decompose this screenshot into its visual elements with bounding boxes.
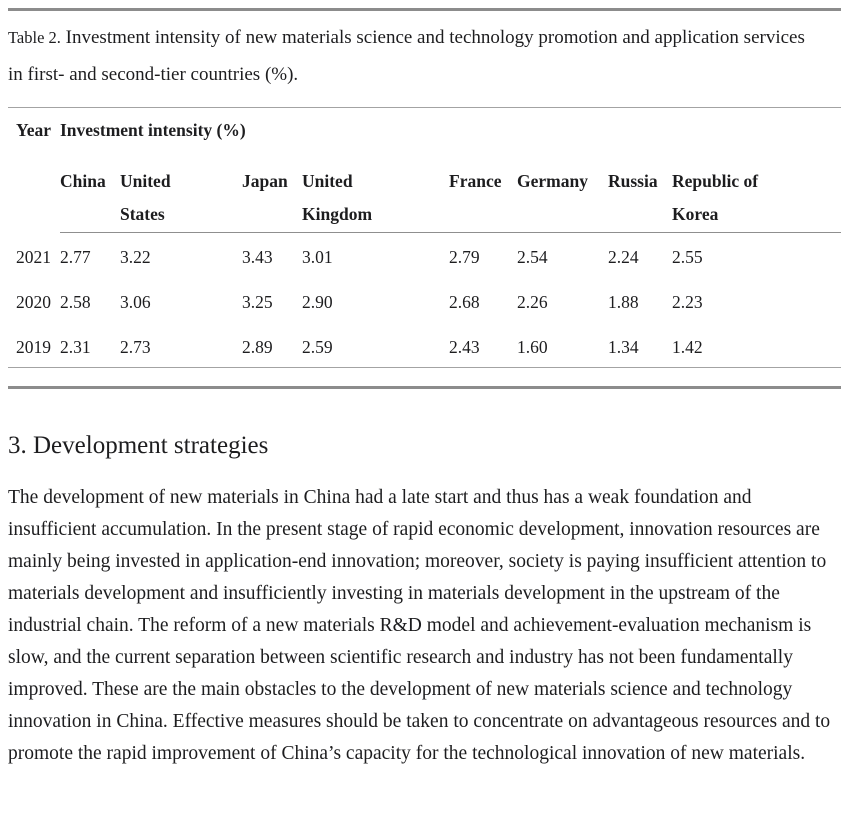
section-heading: 3. Development strategies <box>8 432 269 459</box>
table-bottom-rule-thin <box>8 367 841 368</box>
value-cell: 3.43 <box>242 246 273 267</box>
table-caption-text: Investment intensity of new materials sc… <box>8 27 805 85</box>
year-header-cell: Year <box>16 120 51 140</box>
table-caption: Table 2. Investment intensity of new mat… <box>8 11 808 107</box>
value-cell: 3.06 <box>120 291 151 312</box>
value-cell: 3.22 <box>120 246 151 267</box>
value-cell: 2.55 <box>672 246 703 267</box>
value-cell: 1.34 <box>608 336 639 357</box>
value-cell: 3.25 <box>242 291 273 312</box>
value-cell: 2.77 <box>60 246 91 267</box>
value-cell: 2.23 <box>672 291 703 312</box>
value-cell: 2.73 <box>120 336 151 357</box>
value-cell: 1.42 <box>672 336 703 357</box>
country-header-united-states: United States <box>120 165 242 233</box>
caption-bottom-rule <box>8 107 841 108</box>
country-header-united-kingdom: United Kingdom <box>302 165 449 233</box>
country-header-france: France <box>449 165 517 233</box>
country-header-germany: Germany <box>517 165 608 233</box>
value-cell: 2.31 <box>60 336 91 357</box>
table-row-2020: 2020 2.58 3.06 3.25 2.90 2.68 2.26 1.88 … <box>8 277 841 322</box>
value-cell: 2.68 <box>449 291 480 312</box>
country-header-republic-of-korea: Republic of Korea <box>672 165 841 233</box>
value-cell: 2.79 <box>449 246 480 267</box>
year-cell: 2021 <box>16 246 51 267</box>
page: Table 2. Investment intensity of new mat… <box>0 8 849 770</box>
year-cell: 2020 <box>16 291 51 312</box>
table-bottom-rule-thick <box>8 386 841 389</box>
table-top-rule <box>8 8 841 11</box>
value-cell: 2.89 <box>242 336 273 357</box>
value-cell: 2.58 <box>60 291 91 312</box>
table-row-2019: 2019 2.31 2.73 2.89 2.59 2.43 1.60 1.34 … <box>8 322 841 367</box>
table-row-2021: 2021 2.77 3.22 3.43 3.01 2.79 2.54 2.24 … <box>8 232 841 277</box>
group-header-cell: Investment intensity (%) <box>60 120 246 140</box>
empty-header-cell <box>8 165 60 232</box>
section-paragraph: The development of new materials in Chin… <box>8 487 831 764</box>
year-cell: 2019 <box>16 336 51 357</box>
table-caption-label: Table 2. <box>8 28 61 47</box>
value-cell: 3.01 <box>302 246 333 267</box>
table-header-row: Year Investment intensity (%) <box>8 108 841 165</box>
value-cell: 2.54 <box>517 246 548 267</box>
value-cell: 1.88 <box>608 291 639 312</box>
value-cell: 2.26 <box>517 291 548 312</box>
country-header-row: China United States Japan United Kingdom… <box>8 165 841 233</box>
value-cell: 2.90 <box>302 291 333 312</box>
value-cell: 2.59 <box>302 336 333 357</box>
country-header-russia: Russia <box>608 165 672 233</box>
country-header-china: China <box>60 165 120 233</box>
country-header-japan: Japan <box>242 165 302 233</box>
value-cell: 2.43 <box>449 336 480 357</box>
value-cell: 2.24 <box>608 246 639 267</box>
investment-intensity-table: Year Investment intensity (%) China Unit… <box>8 108 841 367</box>
value-cell: 1.60 <box>517 336 548 357</box>
